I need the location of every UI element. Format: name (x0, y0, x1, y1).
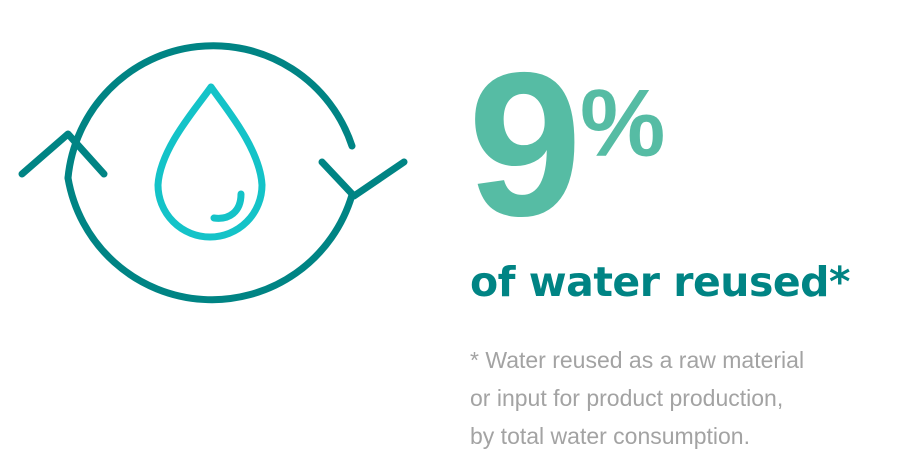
water-drop-highlight (210, 190, 245, 222)
headline: of water reused* (470, 258, 850, 306)
recycle-arc-top (64, 42, 356, 182)
footnote: * Water reused as a raw material or inpu… (470, 341, 900, 455)
stat-figure: 9 % (468, 42, 888, 247)
water-recycle-icon (18, 42, 408, 304)
footnote-line: by total water consumption. (470, 423, 750, 449)
footnote-line: or input for product production, (470, 385, 784, 411)
stat-unit: % (580, 70, 666, 177)
arrow-down-icon (318, 158, 408, 200)
stat-value: 9 (468, 30, 582, 259)
recycle-arc-bottom (64, 174, 356, 304)
water-drop-icon (154, 83, 266, 241)
arrow-up-icon (18, 130, 108, 178)
footnote-line: * Water reused as a raw material (470, 347, 805, 373)
